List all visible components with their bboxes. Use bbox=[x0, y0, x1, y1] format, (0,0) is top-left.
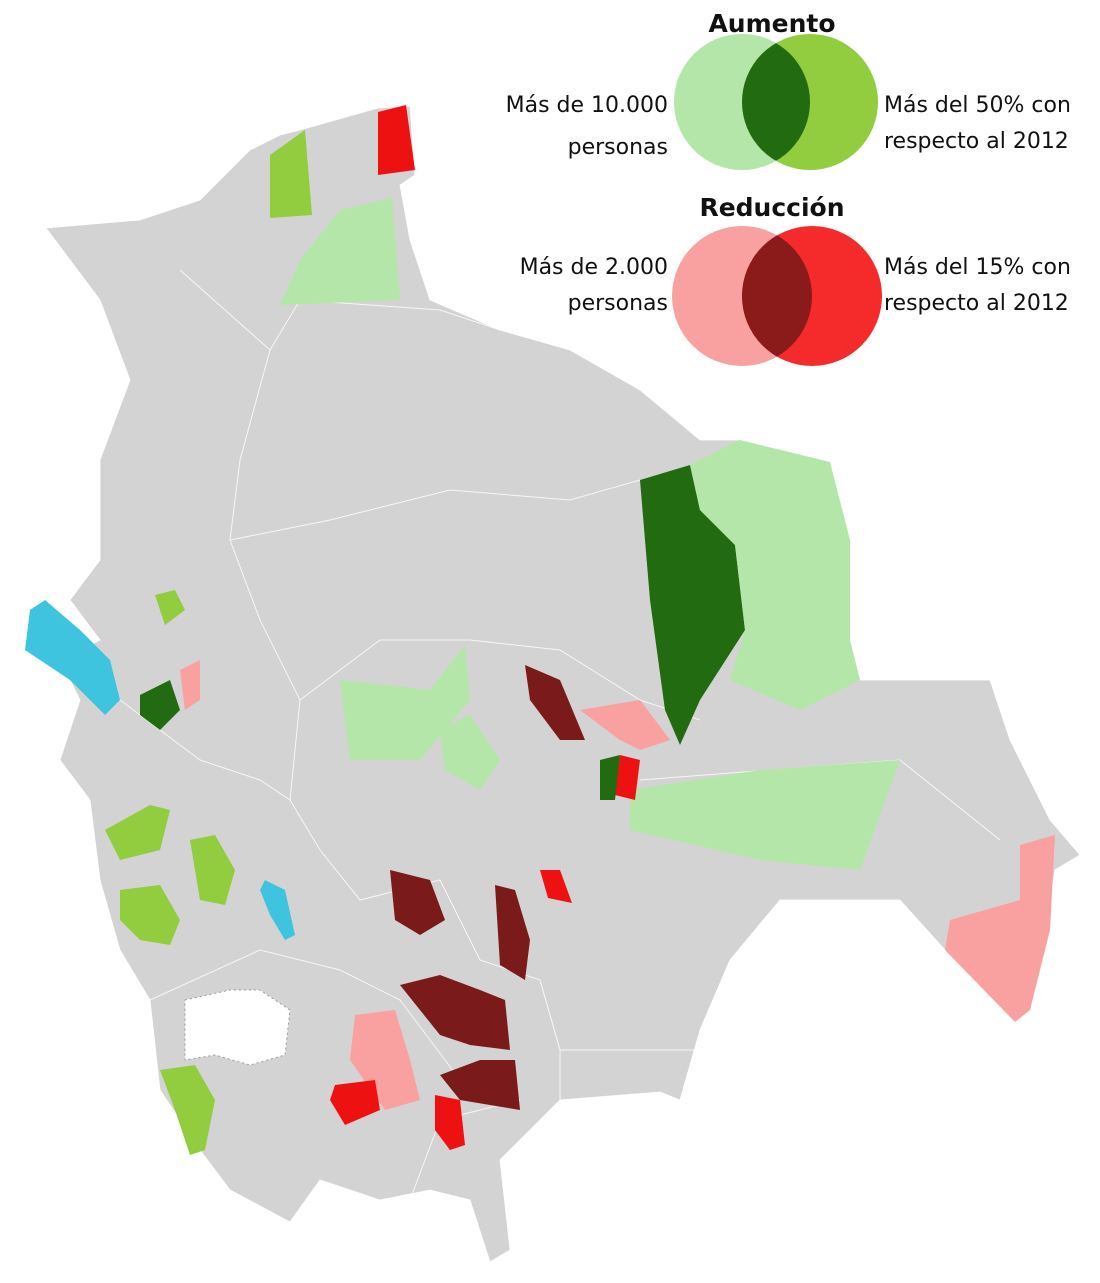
region-increase-relative bbox=[120, 885, 180, 945]
legend-label: respecto al 2012 bbox=[884, 291, 1069, 316]
region-increase-relative bbox=[105, 805, 170, 860]
legend-title: Aumento bbox=[708, 9, 835, 38]
region-reduction-relative bbox=[378, 105, 415, 175]
region-increase-absolute bbox=[280, 198, 400, 305]
region-increase-both bbox=[640, 465, 745, 745]
legend-label: personas bbox=[568, 291, 668, 316]
legend-label: personas bbox=[568, 135, 668, 160]
venn-overlap bbox=[742, 34, 810, 170]
region-increase-absolute bbox=[440, 715, 500, 790]
region-reduction-relative bbox=[540, 870, 572, 903]
region-increase-relative bbox=[160, 1065, 215, 1155]
region-reduction-absolute bbox=[945, 835, 1055, 1022]
region-increase-absolute bbox=[690, 440, 860, 710]
lake bbox=[260, 880, 295, 940]
region-increase-absolute bbox=[630, 760, 900, 870]
region-no-data bbox=[184, 989, 291, 1066]
lake bbox=[25, 600, 120, 715]
legend-label: Más del 15% con bbox=[884, 255, 1071, 280]
region-increase-both bbox=[140, 680, 180, 730]
region-increase-relative bbox=[155, 590, 185, 625]
region-reduction-both bbox=[525, 665, 585, 740]
legend-label: Más de 2.000 bbox=[520, 255, 668, 280]
country bbox=[45, 105, 1081, 1263]
region-increase-relative bbox=[270, 130, 312, 218]
legend: Aumento Más de 10.000 personas Más del 5… bbox=[506, 9, 1071, 366]
legend-label: respecto al 2012 bbox=[884, 129, 1069, 154]
legend-label: Más de 10.000 bbox=[506, 93, 668, 118]
regions bbox=[25, 105, 1055, 1155]
internal-borders bbox=[119, 269, 1001, 1201]
region-reduction-absolute bbox=[180, 660, 200, 710]
region-reduction-both bbox=[440, 1060, 520, 1110]
region-increase-relative bbox=[190, 835, 235, 905]
region-reduction-relative bbox=[330, 1080, 380, 1125]
region-reduction-both bbox=[400, 975, 510, 1050]
legend-label: Más del 50% con bbox=[884, 93, 1071, 118]
venn-overlap bbox=[742, 226, 812, 366]
region-reduction-both bbox=[390, 870, 445, 935]
region-increase-both bbox=[600, 755, 620, 800]
region-reduction-relative bbox=[615, 755, 640, 800]
region-reduction-absolute bbox=[580, 700, 670, 750]
region-reduction-relative bbox=[435, 1095, 465, 1150]
region-increase-absolute bbox=[340, 645, 470, 760]
legend-title: Reducción bbox=[699, 193, 844, 222]
region-reduction-both bbox=[495, 885, 530, 980]
